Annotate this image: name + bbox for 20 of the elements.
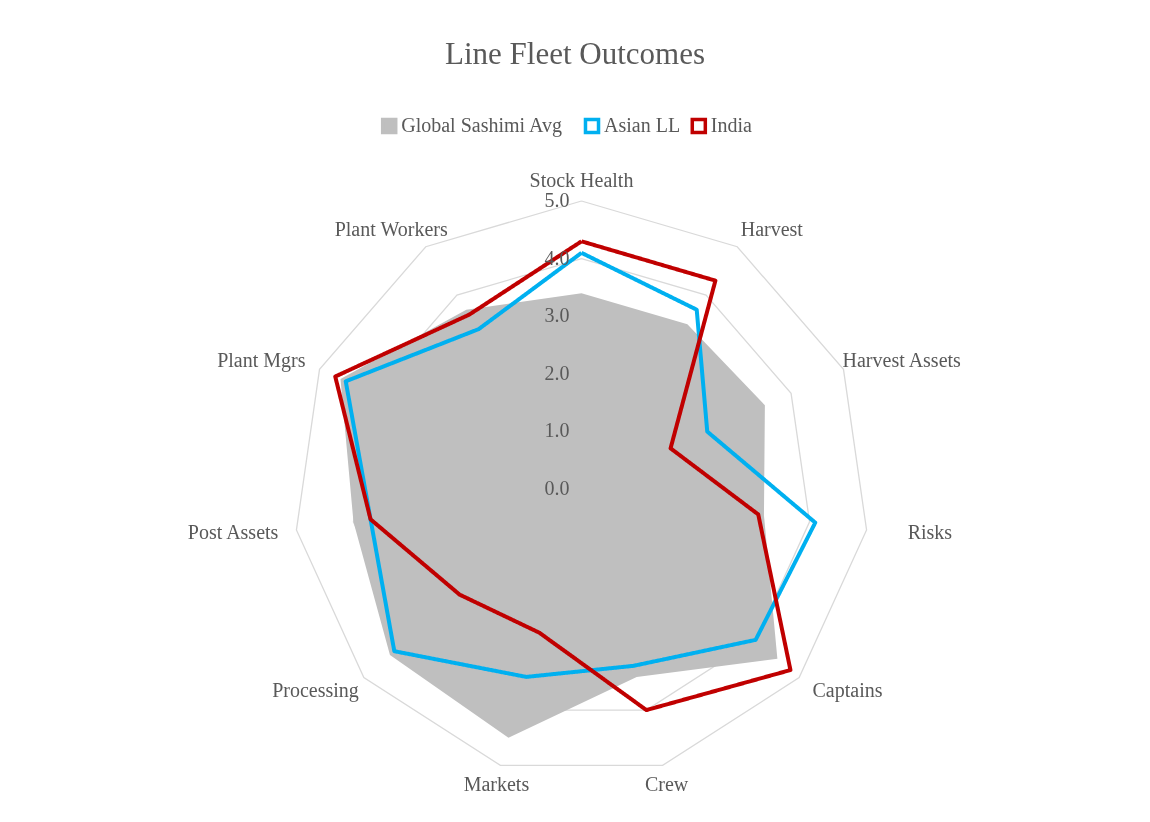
spoke-label: Harvest xyxy=(740,217,804,240)
legend-label: Global Sashimi Avg xyxy=(401,114,562,137)
y-tick-label: 1.0 xyxy=(544,419,570,442)
legend-label: Asian LL xyxy=(604,114,681,136)
y-tick-label: 0.0 xyxy=(544,477,570,499)
y-tick-label: 2.0 xyxy=(544,361,570,384)
spoke-label: Captains xyxy=(812,678,883,702)
spoke-label: Post Assets xyxy=(187,520,279,543)
spoke-label: Stock Health xyxy=(529,169,634,191)
y-tick-label: 3.0 xyxy=(544,304,570,327)
spoke-label: Plant Mgrs xyxy=(217,349,306,373)
spoke-label: Markets xyxy=(463,772,530,795)
y-tick-label: 5.0 xyxy=(544,189,570,211)
chart-title: Line Fleet Outcomes xyxy=(445,36,705,71)
spoke-label: Crew xyxy=(644,772,689,795)
spoke-label: Harvest Assets xyxy=(842,349,962,372)
legend-label: India xyxy=(710,114,753,136)
spoke-label: Plant Workers xyxy=(334,217,448,240)
spoke-label: Processing xyxy=(272,678,359,702)
spoke-label: Risks xyxy=(907,520,953,543)
